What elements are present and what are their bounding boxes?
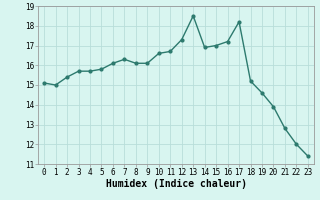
X-axis label: Humidex (Indice chaleur): Humidex (Indice chaleur)	[106, 179, 246, 189]
